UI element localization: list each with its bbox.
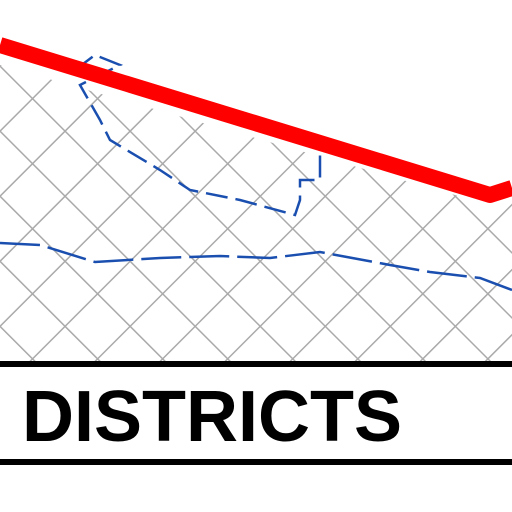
district-boundary (0, 241, 512, 292)
main-road (0, 37, 512, 203)
label: DISTRICTS (22, 377, 402, 457)
